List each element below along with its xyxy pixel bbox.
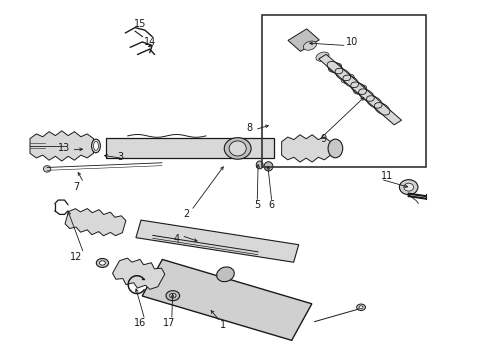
- Text: 4: 4: [173, 234, 180, 244]
- Text: 8: 8: [247, 123, 253, 133]
- Polygon shape: [113, 258, 165, 289]
- Ellipse shape: [92, 139, 100, 153]
- Ellipse shape: [229, 141, 246, 156]
- Ellipse shape: [354, 85, 367, 94]
- Text: 11: 11: [381, 171, 393, 181]
- Ellipse shape: [264, 162, 273, 171]
- Text: 14: 14: [144, 37, 156, 47]
- Text: 12: 12: [70, 252, 83, 262]
- Ellipse shape: [97, 258, 108, 267]
- Ellipse shape: [217, 267, 234, 282]
- Polygon shape: [30, 131, 94, 161]
- Polygon shape: [142, 260, 312, 340]
- Bar: [106, 138, 274, 158]
- Ellipse shape: [170, 293, 176, 298]
- Ellipse shape: [44, 166, 51, 172]
- Text: 5: 5: [254, 200, 260, 210]
- Text: 3: 3: [117, 152, 123, 162]
- Ellipse shape: [357, 304, 366, 311]
- Ellipse shape: [328, 139, 343, 158]
- Ellipse shape: [399, 180, 418, 195]
- Text: 6: 6: [269, 200, 275, 210]
- Text: 13: 13: [58, 143, 71, 153]
- Text: 16: 16: [134, 319, 146, 328]
- Text: 7: 7: [74, 182, 79, 192]
- Text: 1: 1: [220, 320, 226, 330]
- Ellipse shape: [99, 261, 105, 265]
- Polygon shape: [282, 135, 331, 162]
- Ellipse shape: [166, 291, 180, 301]
- Ellipse shape: [94, 141, 98, 150]
- Ellipse shape: [341, 74, 354, 83]
- Ellipse shape: [328, 63, 342, 72]
- Text: 2: 2: [183, 209, 190, 219]
- Polygon shape: [65, 208, 126, 236]
- Text: 10: 10: [346, 37, 359, 47]
- Ellipse shape: [316, 52, 329, 61]
- Text: 15: 15: [134, 19, 146, 29]
- Bar: [262, 15, 426, 167]
- Ellipse shape: [404, 183, 414, 191]
- Ellipse shape: [256, 161, 263, 169]
- Ellipse shape: [303, 41, 317, 50]
- Text: 17: 17: [163, 319, 175, 328]
- Ellipse shape: [224, 138, 251, 159]
- Ellipse shape: [359, 306, 363, 309]
- Polygon shape: [318, 54, 402, 125]
- Polygon shape: [136, 220, 299, 262]
- Text: 9: 9: [320, 134, 326, 144]
- Polygon shape: [288, 29, 319, 51]
